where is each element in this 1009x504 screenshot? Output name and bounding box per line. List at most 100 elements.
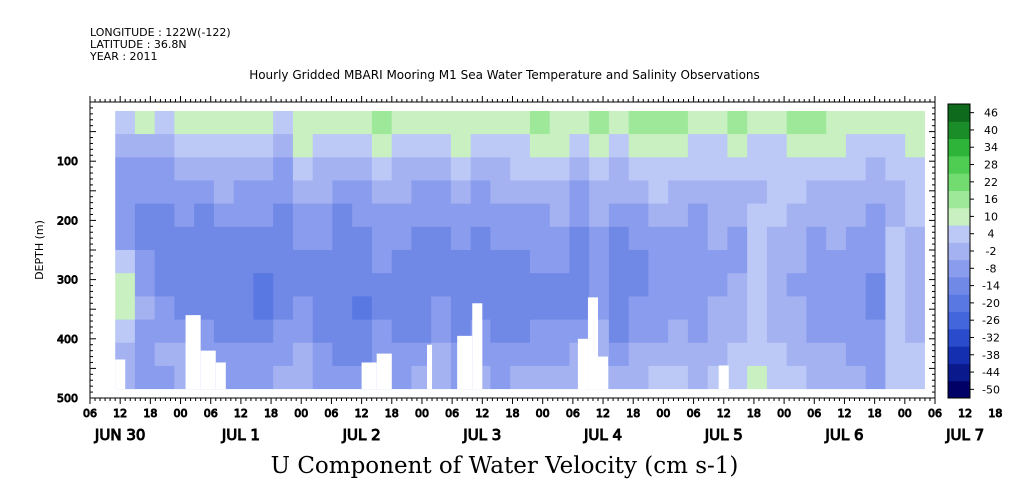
heat-cell: [747, 203, 768, 228]
heat-cell: [312, 110, 334, 135]
colorbar-label: -32: [982, 331, 1000, 344]
colorbar-swatch: [948, 155, 970, 174]
heat-cell: [628, 110, 650, 135]
heat-cell: [273, 134, 294, 158]
heat-cell: [134, 180, 156, 205]
heat-cell: [411, 203, 432, 228]
heat-cell: [134, 110, 156, 135]
heat-cell: [806, 296, 827, 321]
gap-cell: [457, 335, 473, 390]
heat-cell: [727, 296, 748, 321]
heat-cell: [687, 180, 709, 205]
colorbar-label: 10: [984, 210, 998, 223]
heat-cell: [885, 296, 906, 321]
heat-cell: [648, 365, 669, 390]
heat-cell: [431, 250, 452, 274]
heat-cell: [194, 203, 215, 228]
colorbar-label: 46: [984, 107, 998, 120]
heat-cell: [905, 226, 926, 251]
heat-cell: [608, 134, 630, 158]
heat-cell: [529, 203, 551, 228]
heat-cell: [292, 250, 314, 274]
x-hour-label: 06: [687, 407, 701, 420]
heat-cell: [845, 365, 867, 390]
heat-cell: [352, 342, 373, 367]
heat-cell: [589, 250, 610, 274]
heat-cell: [174, 203, 195, 228]
colorbar-label: -20: [982, 297, 1000, 310]
heat-cell: [233, 342, 255, 367]
heat-cell: [510, 180, 531, 205]
x-day-label: JUL 1: [221, 426, 260, 444]
heat-cell: [529, 296, 551, 321]
heat-cell: [628, 250, 650, 274]
heat-cell: [431, 319, 452, 344]
heat-cell: [845, 203, 867, 228]
heat-cell: [707, 250, 729, 274]
heat-cell: [668, 226, 689, 251]
heat-cell: [766, 226, 788, 251]
heat-cell: [134, 365, 156, 390]
heat-cell: [885, 110, 906, 135]
heat-cell: [648, 134, 669, 158]
x-hour-label: 18: [143, 407, 157, 420]
heat-cell: [786, 365, 808, 390]
heat-cell: [885, 365, 906, 390]
x-hour-label: 12: [475, 407, 489, 420]
heat-cell: [213, 273, 235, 297]
heat-cell: [312, 342, 334, 367]
heat-cell: [865, 157, 887, 182]
heat-cell: [885, 134, 906, 158]
heat-cell: [569, 296, 590, 321]
heat-cell: [865, 342, 887, 367]
heat-cell: [470, 250, 492, 274]
heat-cell: [905, 342, 926, 367]
heat-cell: [292, 342, 314, 367]
heat-cell: [332, 319, 353, 344]
heat-cell: [865, 110, 887, 135]
heat-cell: [549, 180, 571, 205]
heat-cell: [905, 250, 926, 274]
longitude-label: LONGITUDE : 122W(-122): [90, 26, 231, 39]
heat-cell: [411, 226, 432, 251]
heat-cell: [668, 110, 689, 135]
heat-cell: [529, 110, 551, 135]
heat-cell: [194, 180, 215, 205]
heat-cell: [253, 342, 274, 367]
heat-cell: [845, 319, 867, 344]
y-tick-label: 400: [57, 333, 78, 346]
heat-cell: [332, 226, 353, 251]
colorbar-swatch: [948, 276, 970, 295]
heat-cell: [727, 203, 748, 228]
y-axis-label: DEPTH (m): [33, 220, 46, 280]
colorbar-swatch: [948, 190, 970, 209]
heat-cell: [134, 157, 156, 182]
heat-cell: [411, 157, 432, 182]
heat-cell: [154, 157, 176, 182]
gap-cell: [361, 362, 377, 390]
heat-cell: [885, 319, 906, 344]
colorbar-label: -2: [986, 245, 997, 258]
heat-cell: [529, 273, 551, 297]
x-hour-label: 18: [747, 407, 761, 420]
heat-cell: [529, 250, 551, 274]
heat-cell: [154, 180, 176, 205]
heat-cell: [786, 110, 808, 135]
heat-cell: [766, 296, 788, 321]
x-hour-label: 18: [264, 407, 278, 420]
heat-cell: [826, 203, 847, 228]
heat-cell: [371, 296, 393, 321]
colorbar-swatch: [948, 104, 970, 122]
heat-cell: [154, 296, 176, 321]
heat-cell: [253, 157, 274, 182]
heat-cell: [707, 180, 729, 205]
heat-cell: [845, 134, 867, 158]
heat-cell: [352, 273, 373, 297]
heat-cell: [391, 342, 413, 367]
heat-cell: [470, 157, 492, 182]
heat-cell: [273, 365, 294, 390]
heat-cell: [569, 203, 590, 228]
heat-cell: [766, 180, 788, 205]
heat-cell: [589, 157, 610, 182]
heat-cell: [431, 157, 452, 182]
